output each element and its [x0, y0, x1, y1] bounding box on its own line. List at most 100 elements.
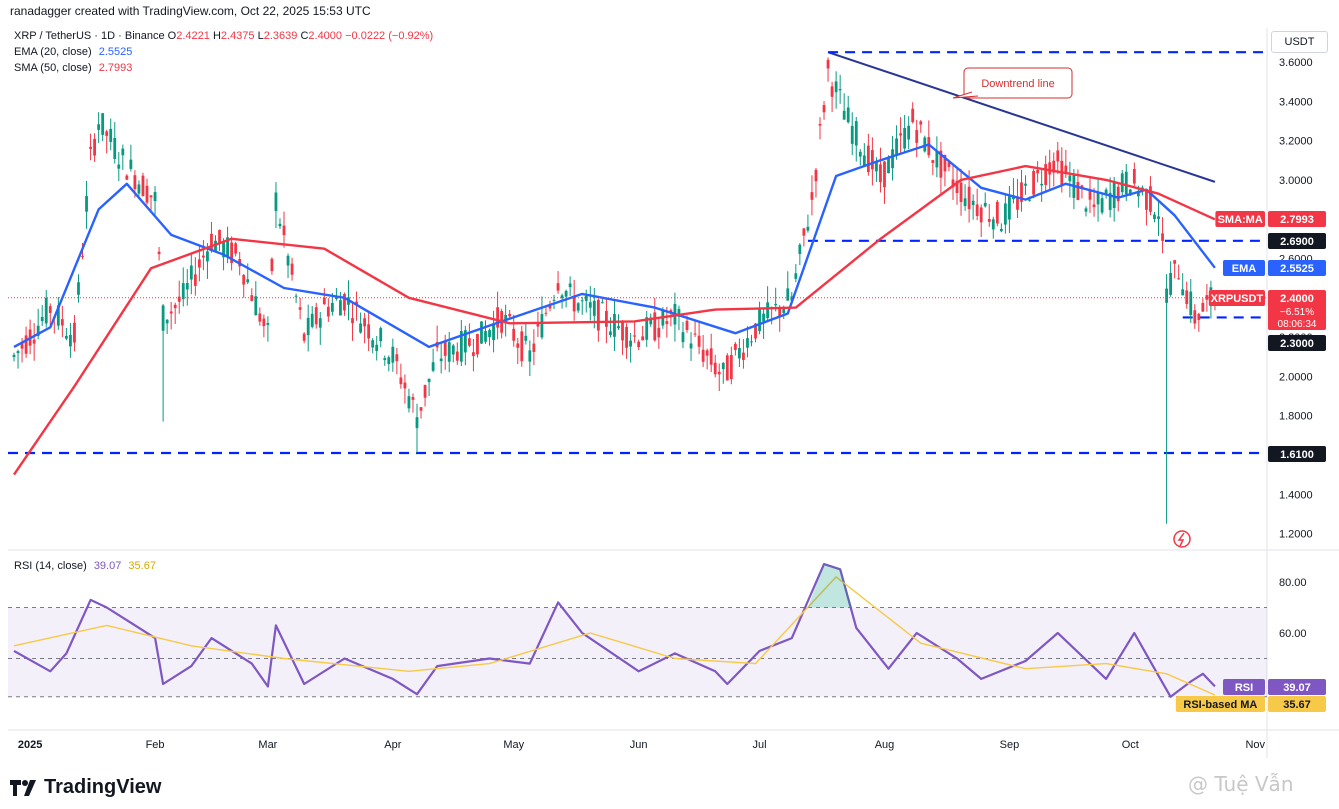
candle-body [226, 237, 229, 257]
candle-body [173, 304, 177, 309]
candle-body [999, 228, 1003, 232]
candle-body [1173, 260, 1177, 264]
tag-value-box [1268, 446, 1326, 462]
candle-body [230, 242, 234, 263]
ema-legend[interactable]: EMA (20, close) 2.5525 [14, 46, 132, 58]
symbol-legend[interactable]: XRP / TetherUS · 1D · Binance O2.4221 H2… [14, 30, 433, 42]
candle-body [24, 335, 28, 354]
candle-body [145, 185, 149, 203]
candle-body [1181, 289, 1185, 296]
rsi-legend[interactable]: RSI (14, close) 39.07 35.67 [14, 560, 156, 572]
candle-body [302, 333, 306, 341]
tradingview-logo[interactable]: TradingView [10, 776, 161, 799]
candle-body [1016, 196, 1019, 210]
candle-body [1149, 186, 1152, 212]
candle-body [1120, 173, 1124, 193]
candle-body [177, 296, 181, 302]
time-tick-label: May [503, 739, 524, 751]
candle-body [1193, 310, 1197, 324]
candle-body [979, 207, 983, 223]
candle-body [1153, 214, 1156, 220]
candle-body [625, 326, 628, 348]
candle-body [633, 335, 637, 337]
candle-body [1128, 189, 1132, 196]
candle-body [181, 283, 185, 300]
candle-body [1064, 165, 1068, 174]
candle-body [778, 306, 782, 317]
candle-body [983, 202, 987, 207]
candle-body [947, 162, 951, 168]
candle-body [560, 295, 564, 299]
candle-body [725, 355, 729, 381]
candle-body [101, 113, 105, 135]
candle-body [270, 258, 274, 272]
candle-body [383, 358, 387, 361]
candle-body [729, 354, 733, 380]
candle-body [572, 296, 576, 312]
candle-body [738, 348, 741, 359]
price-chart[interactable]: 3.60003.40003.20003.00002.80002.60002.40… [0, 0, 1339, 760]
candle-body [282, 225, 286, 236]
time-tick-label: Jul [753, 739, 767, 751]
candle-body [516, 343, 520, 348]
candle-body [1044, 164, 1048, 185]
candle-body [492, 323, 495, 341]
candle-body [1076, 182, 1080, 201]
candle-body [733, 343, 737, 350]
candle-body [322, 297, 326, 305]
candle-body [1132, 169, 1136, 184]
candle-body [1056, 150, 1060, 162]
candle-body [472, 352, 475, 356]
candle-body [81, 256, 84, 258]
candle-body [717, 371, 721, 375]
annotation-text: Downtrend line [981, 78, 1054, 90]
candle-body [367, 324, 371, 339]
candle-body [512, 328, 516, 341]
tag-value-text: 35.67 [1283, 699, 1311, 711]
candle-body [1124, 171, 1128, 195]
candle-body [1028, 199, 1031, 201]
time-tick-label: Aug [875, 739, 895, 751]
candle-body [44, 297, 48, 324]
candle-body [129, 159, 133, 169]
candle-body [242, 275, 246, 285]
candle-body [641, 336, 645, 341]
candle-body [1084, 208, 1088, 212]
sma-line [13, 164, 1216, 476]
candle-body [991, 219, 995, 230]
candle-body [48, 306, 52, 313]
ohlc-label-l: L [254, 30, 264, 42]
currency-unit-button[interactable]: USDT [1271, 31, 1328, 53]
candle-body [810, 192, 814, 200]
candle-body [564, 290, 568, 297]
tag-label-text: RSI-based MA [1183, 699, 1257, 711]
candle-body [536, 323, 540, 327]
ohlc-value-o: 2.4221 [176, 30, 210, 42]
tag-value-box [1268, 696, 1326, 712]
candle-body [1116, 186, 1120, 202]
candle-body [790, 296, 794, 301]
candle-body [326, 306, 330, 317]
candle-body [693, 333, 697, 335]
candle-body [202, 255, 205, 258]
candle-body [665, 321, 669, 325]
candle-body [838, 89, 842, 91]
annotation-pointer [952, 91, 979, 99]
candle-body [1088, 189, 1092, 200]
candle-body [1020, 182, 1023, 202]
candle-body [439, 358, 443, 362]
candle-body [1185, 290, 1189, 304]
candle-body [451, 345, 455, 355]
candle-body [866, 145, 870, 173]
candle-body [286, 255, 290, 266]
candle-body [899, 133, 902, 136]
candle-body [193, 274, 197, 286]
sma-legend[interactable]: SMA (50, close) 2.7993 [14, 62, 132, 74]
tag-value-box [1268, 260, 1326, 276]
candle-body [335, 296, 338, 300]
candle-body [842, 110, 846, 120]
candle-body [963, 198, 967, 207]
candle-body [310, 313, 314, 327]
candle-body [596, 299, 600, 331]
candle-body [484, 331, 487, 342]
